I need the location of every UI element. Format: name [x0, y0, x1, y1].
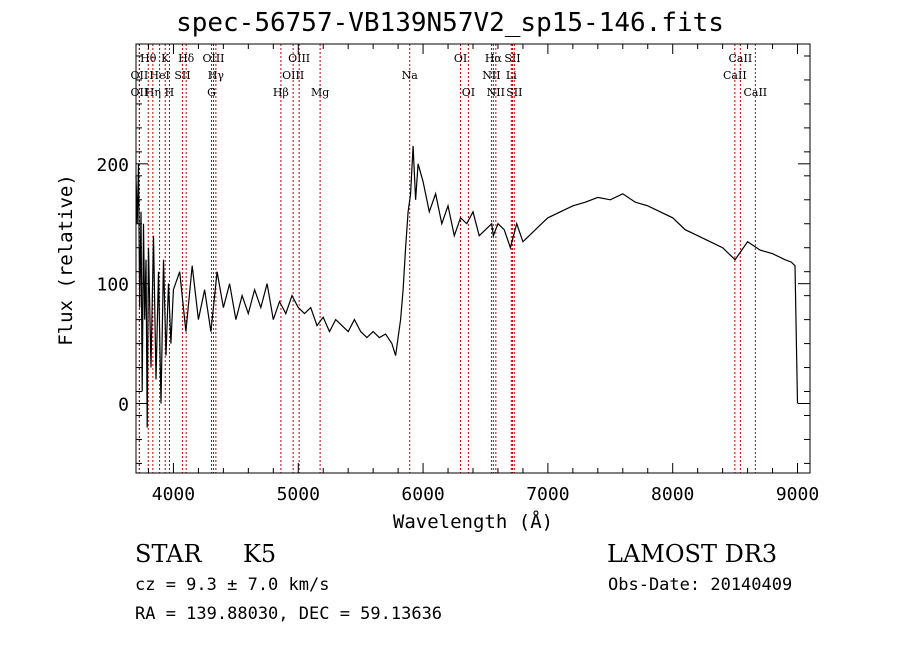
line-label: SII — [174, 69, 190, 82]
line-label: CaII — [729, 52, 753, 65]
line-label: Hα — [485, 52, 503, 65]
line-label: G — [207, 86, 216, 99]
line-label: OII — [131, 69, 149, 82]
line-label: K — [161, 52, 170, 65]
survey-label: LAMOST DR3 — [607, 540, 778, 568]
x-tick-label: 8000 — [651, 484, 694, 505]
line-label: Mg — [311, 86, 329, 99]
x-tick-label: 6000 — [401, 484, 444, 505]
y-axis: 0 100 200 — [96, 55, 810, 464]
spectral-line-labels: OII OII Hθ Hη HeI K H SII Hδ G OIII Hγ Hβ OIII OIII Mg N… — [131, 52, 768, 99]
line-label: OIII — [282, 69, 304, 82]
line-label: SII — [506, 86, 522, 99]
line-label: Hθ — [140, 52, 157, 65]
line-label: HeI — [149, 69, 169, 82]
y-tick-label: 200 — [96, 155, 129, 176]
line-label: OII — [131, 86, 149, 99]
y-tick-label: 100 — [96, 275, 129, 296]
observation-date: Obs-Date: 20140409 — [608, 575, 793, 595]
line-label: H — [165, 86, 175, 99]
x-axis: 4000 5000 6000 7000 8000 9000 — [147, 44, 819, 505]
line-label: Hδ — [178, 52, 195, 65]
x-tick-label: 4000 — [152, 484, 195, 505]
x-tick-label: 5000 — [277, 484, 320, 505]
x-tick-label: 9000 — [776, 484, 819, 505]
line-label: SII — [504, 52, 520, 65]
y-axis-label: Flux (relative) — [55, 174, 77, 346]
x-axis-label: Wavelength (Å) — [393, 510, 553, 533]
object-subclass: K5 — [243, 540, 277, 568]
spectral-line-markers — [138, 44, 756, 473]
line-label: OI — [462, 86, 475, 99]
chart-title: spec-56757-VB139N57V2_sp15-146.fits — [176, 8, 724, 38]
y-tick-label: 0 — [118, 394, 129, 415]
line-label: Hγ — [208, 69, 225, 82]
plot-frame — [135, 43, 811, 474]
x-tick-label: 7000 — [526, 484, 569, 505]
line-label: OIII — [202, 52, 224, 65]
redshift-cz: cz = 9.3 ± 7.0 km/s — [135, 575, 330, 595]
line-label: OIII — [288, 52, 310, 65]
line-label: CaII — [743, 86, 767, 99]
object-class: STAR — [135, 540, 202, 568]
line-label: NII — [482, 69, 500, 82]
line-label: CaII — [723, 69, 747, 82]
line-label: Li — [506, 69, 517, 82]
line-label: Hη — [145, 86, 161, 99]
line-label: Na — [402, 69, 419, 82]
coordinates: RA = 139.88030, DEC = 59.13636 — [135, 604, 443, 624]
spectrum-line — [135, 145, 799, 428]
line-label: NII — [487, 86, 505, 99]
line-label: OI — [454, 52, 467, 65]
line-label: Hβ — [273, 86, 289, 99]
